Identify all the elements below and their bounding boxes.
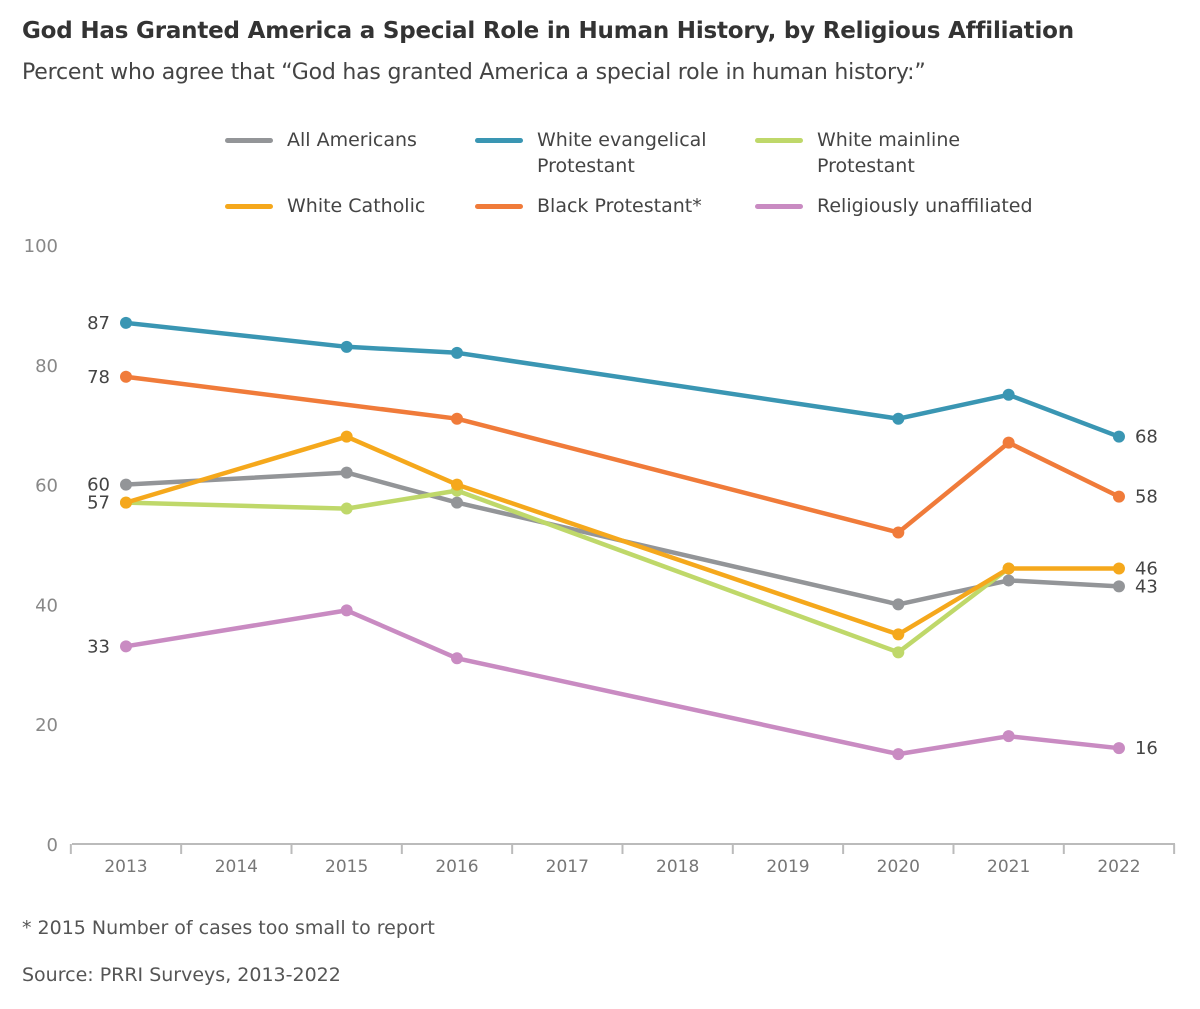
legend-item: White evangelical Protestant: [475, 127, 707, 179]
data-label: 57: [87, 493, 110, 514]
footnote: * 2015 Number of cases too small to repo…: [22, 917, 435, 939]
data-point: [892, 412, 905, 425]
data-point: [892, 598, 905, 611]
data-point: [1002, 388, 1015, 401]
data-point: [1112, 430, 1125, 443]
data-point: [120, 370, 132, 383]
x-tick-label: 2017: [546, 857, 589, 877]
legend-label: All Americans: [287, 129, 417, 151]
data-point: [1112, 562, 1125, 575]
data-point: [892, 628, 905, 641]
data-point: [340, 466, 353, 479]
data-point: [340, 604, 353, 617]
legend-item: All Americans: [225, 127, 417, 153]
data-point: [340, 430, 353, 443]
data-point: [1002, 730, 1015, 743]
data-point: [1002, 574, 1015, 587]
data-point: [340, 502, 353, 515]
data-label: 68: [1135, 427, 1158, 448]
data-point: [450, 652, 463, 665]
x-tick-label: 2021: [987, 857, 1030, 877]
data-point: [120, 478, 132, 491]
series-line-5: [123, 608, 1122, 757]
y-tick-label: 40: [35, 595, 58, 616]
legend-label: White Catholic: [287, 195, 426, 217]
x-tick-label: 2016: [435, 857, 478, 877]
legend-label: White mainline Protestant: [817, 129, 961, 177]
data-point: [892, 748, 905, 761]
series-line-1: [123, 320, 1122, 439]
legend-swatch: [755, 204, 803, 209]
chart-title: God Has Granted America a Special Role i…: [22, 18, 1074, 44]
legend-label: Religiously unaffiliated: [817, 195, 1033, 217]
data-label: 87: [87, 313, 110, 334]
legend-swatch: [475, 204, 523, 209]
chart-subtitle: Percent who agree that “God has granted …: [22, 60, 926, 85]
legend-swatch: [475, 138, 523, 143]
data-label: 58: [1135, 487, 1158, 508]
data-point: [1112, 490, 1125, 503]
legend-item: Religiously unaffiliated: [755, 193, 1033, 219]
x-tick-label: 2020: [877, 857, 920, 877]
source-note: Source: PRRI Surveys, 2013-2022: [22, 964, 341, 986]
y-tick-label: 100: [24, 236, 58, 257]
x-tick-label: 2013: [104, 857, 147, 877]
data-label: 33: [87, 636, 110, 657]
y-tick-label: 60: [35, 476, 58, 497]
series-line-4: [123, 374, 1122, 535]
legend-label: Black Protestant*: [537, 195, 702, 217]
x-tick-label: 2014: [215, 857, 258, 877]
data-point: [892, 646, 905, 659]
y-tick-label: 80: [35, 356, 58, 377]
data-point: [1112, 580, 1125, 593]
data-point: [450, 478, 463, 491]
data-label: 43: [1135, 576, 1158, 597]
data-point: [340, 340, 353, 353]
data-point: [450, 496, 463, 509]
legend-label: White evangelical Protestant: [537, 129, 707, 177]
x-tick-label: 2015: [325, 857, 368, 877]
legend-item: Black Protestant*: [475, 193, 702, 219]
legend-swatch: [225, 204, 273, 209]
data-point: [120, 640, 132, 653]
x-tick-label: 2022: [1097, 857, 1140, 877]
series-line-3: [123, 434, 1122, 637]
data-point: [1002, 562, 1015, 575]
legend-item: White mainline Protestant: [755, 127, 960, 179]
data-point: [892, 526, 905, 539]
data-label: 16: [1135, 738, 1158, 759]
data-point: [120, 316, 132, 329]
x-tick-label: 2019: [766, 857, 809, 877]
x-tick-label: 2018: [656, 857, 699, 877]
legend-swatch: [225, 138, 273, 143]
data-point: [1002, 436, 1015, 449]
legend-swatch: [755, 138, 803, 143]
data-point: [1112, 742, 1125, 755]
series-line-0: [123, 470, 1122, 607]
data-point: [450, 346, 463, 359]
data-label: 46: [1135, 558, 1158, 579]
data-point: [450, 412, 463, 425]
legend-item: White Catholic: [225, 193, 425, 219]
data-point: [120, 496, 132, 509]
y-tick-label: 20: [35, 715, 58, 736]
y-tick-label: 0: [47, 835, 58, 856]
data-label: 60: [87, 475, 110, 496]
data-label: 78: [87, 367, 110, 388]
